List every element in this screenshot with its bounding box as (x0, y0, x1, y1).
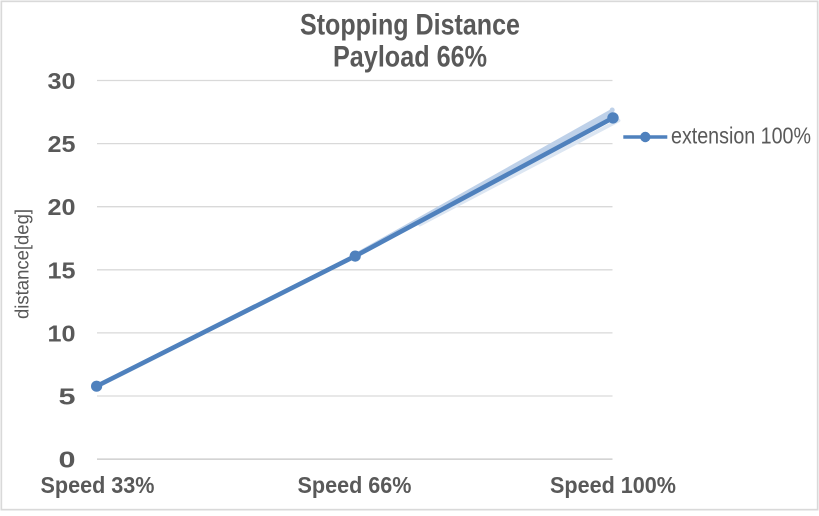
svg-text:10: 10 (48, 320, 76, 346)
svg-text:Speed 66%: Speed 66% (298, 472, 412, 498)
svg-text:25: 25 (48, 131, 76, 157)
svg-text:Stopping Distance: Stopping Distance (300, 8, 520, 41)
svg-text:15: 15 (48, 257, 76, 283)
svg-text:0: 0 (59, 447, 76, 473)
svg-text:20: 20 (48, 194, 76, 220)
svg-text:Payload 66%: Payload 66% (333, 41, 487, 74)
svg-text:Speed 100%: Speed 100% (550, 472, 676, 498)
svg-text:Speed 33%: Speed 33% (41, 472, 155, 498)
svg-text:5: 5 (59, 384, 76, 410)
svg-text:distance[deg]: distance[deg] (12, 209, 33, 319)
svg-text:30: 30 (48, 68, 76, 94)
svg-text:extension 100%: extension 100% (671, 123, 811, 149)
